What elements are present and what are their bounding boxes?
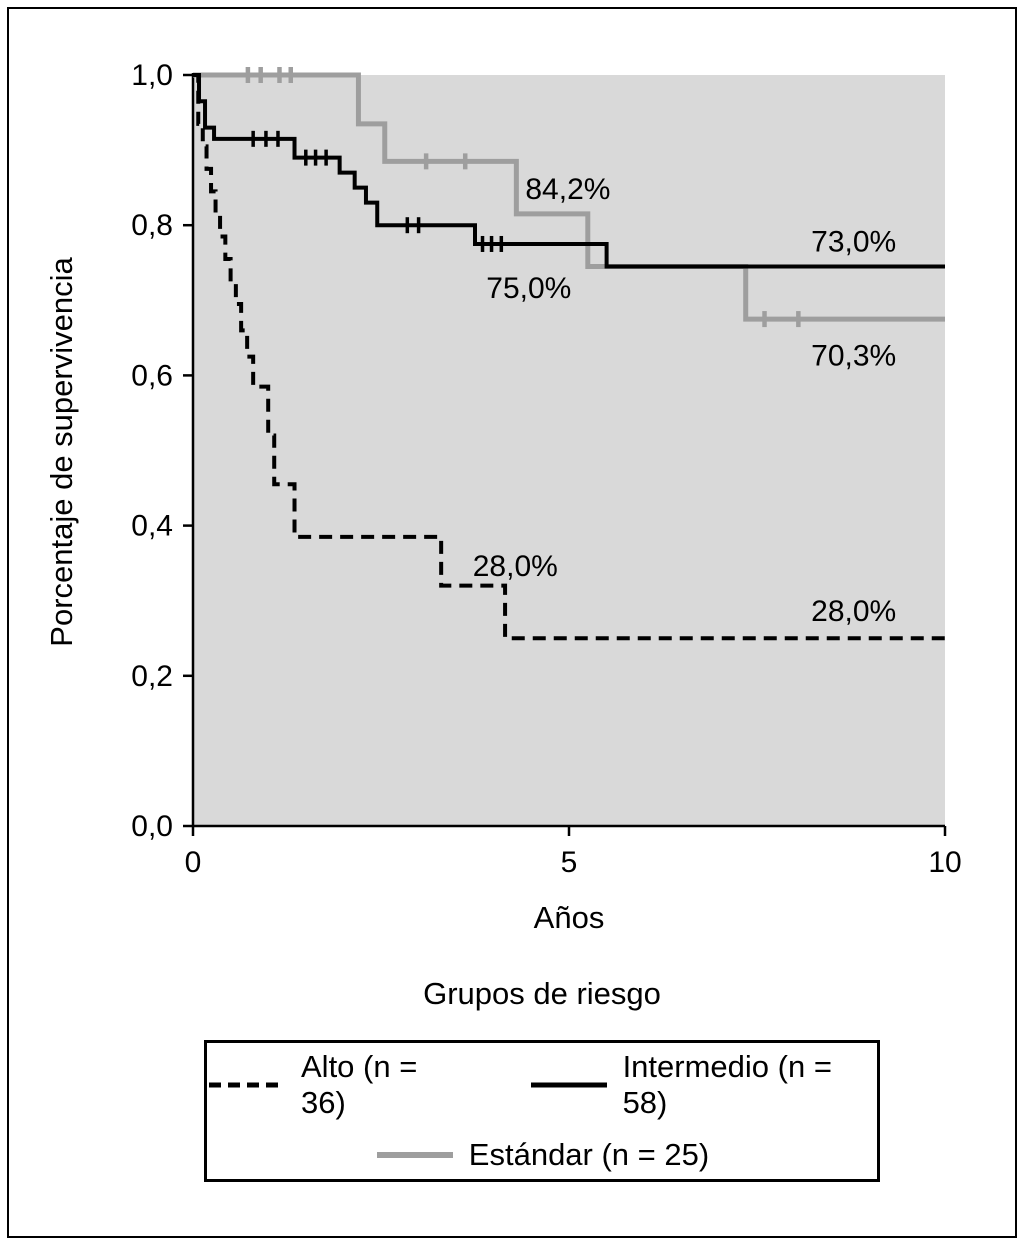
- survival-annotation: 28,0%: [811, 595, 896, 628]
- series-line-estandar: [193, 72, 945, 322]
- alto-line-sample-icon: [209, 1082, 285, 1088]
- legend-label-intermedio: Intermedio (n = 58): [622, 1049, 832, 1120]
- survival-annotation: 73,0%: [811, 225, 896, 258]
- x-tick-label: 10: [928, 846, 961, 879]
- legend-title: Grupos de riesgo: [423, 976, 661, 1011]
- series-line-intermedio: [193, 73, 945, 269]
- y-tick-label: 0,2: [131, 660, 173, 693]
- intermedio-line-sample-icon: [530, 1082, 607, 1088]
- y-axis-label: Porcentaje de supervivencia: [44, 257, 79, 647]
- x-axis-label: Años: [533, 900, 605, 935]
- y-tick-label: 0,0: [131, 810, 173, 843]
- legend: Alto (n = 36) Intermedio (n = 58) Estánd…: [204, 1040, 880, 1182]
- survival-annotation: 28,0%: [473, 550, 558, 583]
- estandar-line-sample-icon: [376, 1152, 453, 1158]
- legend-label-estandar: Estándar (n = 25): [468, 1137, 710, 1172]
- y-tick-label: 0,8: [131, 209, 173, 242]
- y-tick-label: 0,6: [131, 359, 173, 392]
- x-tick-label: 0: [185, 846, 202, 879]
- survival-annotation: 84,2%: [525, 173, 610, 206]
- series-line-alto: [193, 73, 945, 641]
- legend-entry-estandar: Estándar (n = 25): [375, 1137, 709, 1173]
- legend-entry-intermedio: Intermedio (n = 58): [529, 1049, 877, 1121]
- plot-area: [193, 75, 945, 826]
- legend-entry-alto: Alto (n = 36): [207, 1049, 465, 1121]
- legend-row-2: Estándar (n = 25): [375, 1137, 709, 1173]
- survival-annotation: 70,3%: [811, 340, 896, 373]
- legend-label-alto: Alto (n = 36): [301, 1049, 418, 1120]
- y-tick-label: 1,0: [131, 59, 173, 92]
- legend-row-1: Alto (n = 36) Intermedio (n = 58): [207, 1049, 877, 1121]
- x-tick-label: 5: [561, 846, 578, 879]
- y-tick-label: 0,4: [131, 510, 173, 543]
- survival-annotation: 75,0%: [486, 272, 571, 305]
